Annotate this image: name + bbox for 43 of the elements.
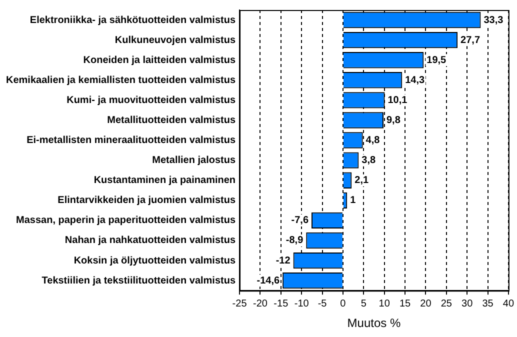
x-tick-label: 40	[502, 298, 514, 310]
y-tick-label: Elektroniikka- ja sähkötuotteiden valmistus	[30, 14, 236, 26]
x-tick-label: 10	[378, 298, 390, 310]
y-tick-label: Tekstiilien ja tekstiilituotteiden valmistus	[42, 275, 236, 286]
data-label: -12	[276, 255, 291, 266]
data-label: 10,1	[388, 94, 408, 106]
x-tick-label: -5	[318, 298, 328, 310]
y-tick-label: Metallien jalostus	[152, 155, 236, 166]
data-label: 27,7	[460, 34, 480, 46]
data-label: 9,8	[386, 114, 401, 126]
data-label: -8,9	[286, 235, 304, 246]
y-tick-label: Ei-metallisten mineraalituotteiden valmistus	[26, 135, 236, 146]
x-tick-label: 15	[399, 298, 412, 310]
x-tick-label: 5	[360, 298, 367, 310]
x-tick-label: -10	[294, 298, 310, 310]
x-tick-label: 35	[482, 298, 494, 310]
y-tick-label: Kulkuneuvojen valmistus	[114, 34, 236, 46]
x-tick-label: -25	[232, 298, 248, 310]
y-tick-label: Nahan ja nahkatuotteiden valmistus	[64, 235, 236, 246]
x-tick-label: 30	[462, 298, 474, 310]
x-tick-label: -20	[252, 298, 268, 310]
y-tick-label: Koneiden ja laitteiden valmistus	[83, 54, 236, 66]
x-tick-label: -15	[274, 298, 289, 310]
data-label: 14,3	[405, 74, 426, 86]
x-tick-label: 0	[340, 298, 346, 310]
data-label: 1	[350, 195, 356, 206]
data-label: 2,1	[354, 175, 369, 186]
data-label: 33,3	[484, 14, 504, 26]
data-label: -14,6	[256, 275, 280, 286]
y-tick-label: Kumi- ja muovituotteiden valmistus	[66, 94, 236, 106]
data-label: -7,6	[291, 215, 309, 226]
y-tick-label: Massan, paperin ja paperituotteiden valmistus	[16, 215, 236, 226]
data-label: 19,5	[426, 54, 447, 66]
x-tick-label: 25	[440, 298, 452, 310]
y-tick-label: Metallituotteiden valmistus	[107, 114, 236, 126]
y-tick-label: Kustantaminen ja painaminen	[94, 175, 236, 186]
data-label: 4,8	[366, 135, 380, 146]
data-label: 3,8	[362, 155, 376, 166]
y-tick-label: Kemikaalien ja kemiallisten tuotteiden valmistus	[6, 74, 236, 86]
y-tick-label: Elintarvikkeiden ja juomien valmistus	[58, 195, 236, 206]
x-tick-label: 20	[420, 298, 432, 310]
x-axis-title: Muutos %	[347, 316, 401, 330]
y-tick-label: Koksin ja öljytuotteiden valmistus	[74, 255, 236, 266]
